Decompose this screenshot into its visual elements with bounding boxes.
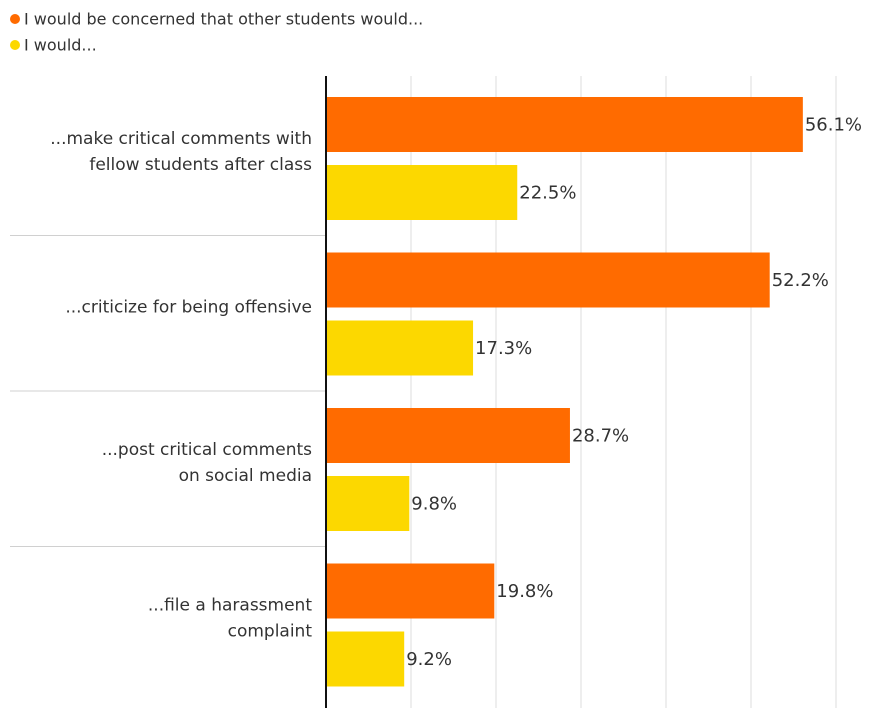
bar — [326, 320, 474, 376]
category-label: ...file a harassment — [148, 595, 312, 615]
value-label: 19.8% — [496, 581, 553, 602]
value-label: 9.8% — [411, 494, 457, 515]
legend-label: I would be concerned that other students… — [24, 10, 423, 29]
value-label: 22.5% — [519, 183, 576, 204]
category-label: ...post critical comments — [102, 440, 312, 460]
category-label: complaint — [228, 621, 313, 641]
legend-marker — [10, 40, 20, 50]
value-label: 52.2% — [772, 270, 829, 291]
bar — [326, 408, 570, 463]
bar — [326, 165, 518, 220]
category-label: on social media — [179, 466, 312, 486]
value-label: 9.2% — [406, 649, 452, 670]
value-label: 56.1% — [805, 115, 862, 136]
value-label: 17.3% — [475, 338, 532, 359]
category-label: fellow students after class — [89, 155, 312, 175]
bar — [326, 476, 410, 531]
value-label: 28.7% — [572, 426, 629, 447]
bar — [326, 252, 770, 308]
category-label: ...make critical comments with — [50, 129, 312, 149]
bar — [326, 563, 495, 619]
legend-marker — [10, 14, 20, 24]
bar — [326, 631, 405, 687]
legend-label: I would... — [24, 36, 97, 55]
bar — [326, 97, 803, 152]
category-label: ...criticize for being offensive — [65, 297, 312, 317]
